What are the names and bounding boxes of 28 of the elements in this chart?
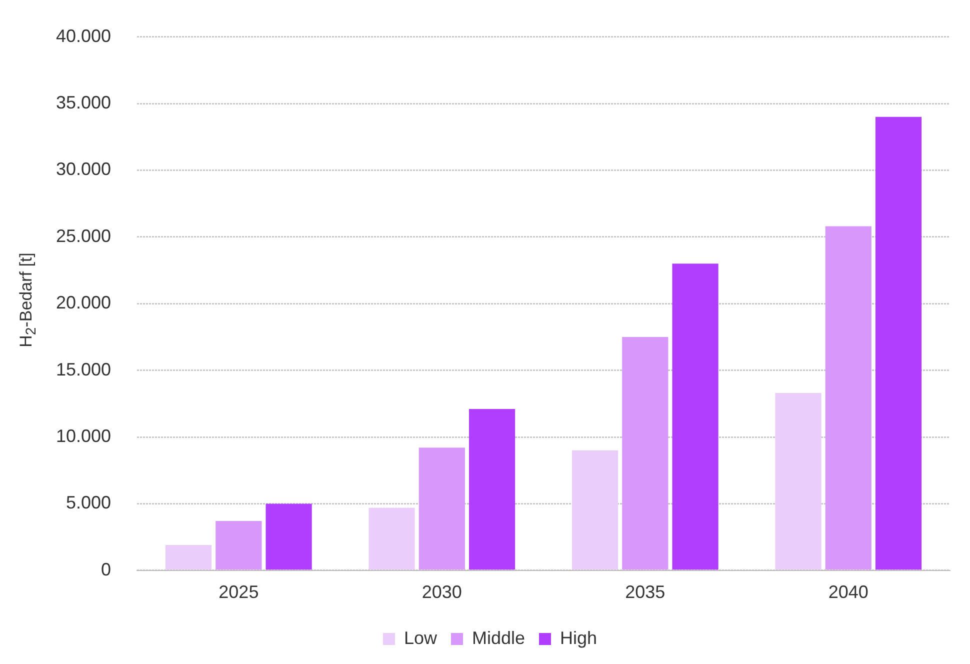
x-tick-label: 2025 — [218, 582, 259, 602]
x-tick-label: 2030 — [422, 582, 462, 602]
y-tick-label: 30.000 — [56, 159, 112, 180]
y-tick-label: 25.000 — [56, 226, 112, 246]
y-tick-label: 15.000 — [56, 359, 112, 380]
bar — [418, 448, 465, 570]
y-tick-label: 40.000 — [56, 26, 112, 46]
bar — [825, 226, 872, 570]
y-tick-label: 0 — [101, 559, 112, 580]
bar — [266, 504, 312, 570]
bar — [165, 545, 212, 570]
legend-label: High — [560, 628, 598, 648]
y-tick-label: 35.000 — [56, 92, 112, 112]
legend-label: Low — [404, 628, 438, 648]
bar — [368, 508, 415, 570]
bar — [216, 521, 262, 570]
legend-label: Middle — [472, 628, 526, 648]
y-tick-label: 5.000 — [66, 492, 112, 513]
y-tick-label: 20.000 — [56, 292, 112, 313]
bar — [875, 116, 922, 570]
bar — [468, 408, 516, 570]
x-tick-label: 2040 — [828, 582, 868, 602]
bar — [622, 336, 668, 570]
x-tick-label: 2035 — [625, 582, 666, 602]
bar — [672, 264, 718, 570]
bar — [572, 450, 618, 570]
y-tick-label: 10.000 — [56, 426, 112, 446]
bar — [775, 392, 822, 570]
